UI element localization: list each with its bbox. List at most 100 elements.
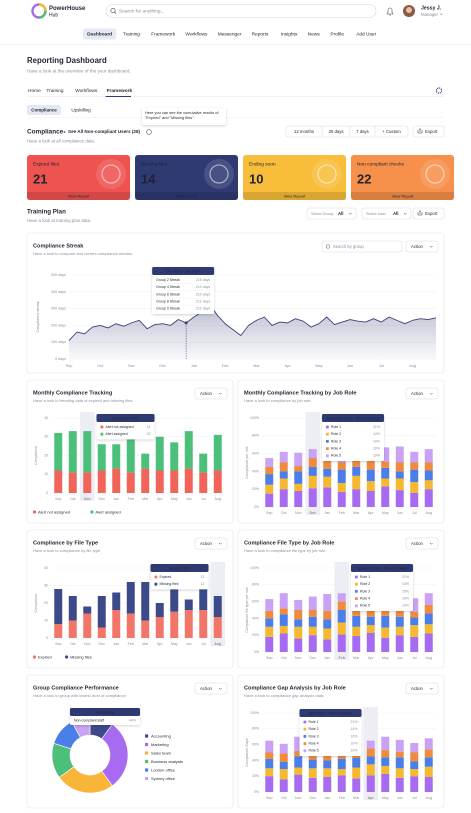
- export-label[interactable]: Export: [425, 211, 438, 216]
- select-box[interactable]: [361, 207, 412, 220]
- action-button[interactable]: [405, 682, 439, 695]
- x-tick-label: Oct: [281, 511, 287, 515]
- bar-segment: [337, 482, 346, 492]
- action-button[interactable]: [405, 387, 439, 400]
- bar-segment: [323, 760, 332, 769]
- avatar-face: [406, 7, 412, 13]
- bar-segment: [265, 466, 274, 475]
- bar-segment: [308, 777, 317, 792]
- bar-segment: [381, 637, 390, 652]
- export-button[interactable]: [412, 207, 445, 220]
- x-tick-label: Aug: [426, 511, 432, 515]
- action-button[interactable]: [405, 240, 439, 253]
- tab[interactable]: Framework: [107, 88, 133, 94]
- bar-segment: [68, 620, 77, 638]
- stat-card[interactable]: [135, 155, 238, 200]
- range-option[interactable]: + Custom: [382, 129, 401, 134]
- action-label[interactable]: Action: [411, 686, 424, 691]
- chevron: [439, 13, 443, 16]
- action-label[interactable]: Action: [411, 391, 424, 396]
- y-tick-label: 100%: [250, 711, 259, 715]
- action-label[interactable]: Action: [411, 541, 424, 546]
- export-button[interactable]: [412, 125, 445, 138]
- user-name[interactable]: Jessy J.: [421, 5, 442, 11]
- select-value[interactable]: All: [393, 211, 399, 216]
- tooltip-row-value: 14%: [350, 727, 357, 731]
- action-label[interactable]: Action: [411, 244, 424, 249]
- range-option[interactable]: 7 days: [356, 129, 369, 134]
- action-label[interactable]: Action: [200, 391, 213, 396]
- y-tick-label: 40: [44, 566, 48, 570]
- tab[interactable]: Workflows: [75, 88, 98, 94]
- y-tick-label: 20: [44, 453, 48, 457]
- tab[interactable]: Home: [28, 88, 41, 94]
- tooltip-row-label: Role 5: [331, 454, 341, 458]
- tooltip-swatch: [100, 432, 104, 436]
- stat-card[interactable]: [243, 155, 346, 200]
- chart-title: Group Compliance Performance: [33, 685, 119, 691]
- action-button[interactable]: [194, 537, 228, 550]
- search-box[interactable]: [105, 4, 377, 18]
- bar-segment: [424, 470, 433, 481]
- pill[interactable]: Upskilling: [71, 107, 91, 112]
- nav-item[interactable]: Messenger: [218, 31, 242, 37]
- stat-card[interactable]: [351, 155, 454, 200]
- bar-segment: [395, 462, 404, 472]
- stat-card-label: Expired files: [33, 161, 60, 167]
- select-value[interactable]: All: [338, 211, 344, 216]
- bar-segment: [395, 635, 404, 652]
- range-option[interactable]: 12 months: [294, 129, 314, 134]
- tab[interactable]: Training: [46, 88, 63, 94]
- view-report-link[interactable]: View Report: [284, 193, 307, 198]
- nav-item[interactable]: Profile: [330, 31, 344, 37]
- action-label[interactable]: Action: [200, 541, 213, 546]
- nav-item[interactable]: Framework: [151, 31, 176, 37]
- bell-icon[interactable]: [386, 7, 394, 16]
- bar-segment: [410, 743, 419, 753]
- x-tick-label: Jan: [324, 511, 330, 515]
- view-report-link[interactable]: View Report: [68, 193, 91, 198]
- bar-segment: [213, 470, 222, 493]
- help-tooltip: [142, 108, 226, 125]
- y-tick-label: 30: [44, 583, 48, 587]
- nav-item[interactable]: Dashboard: [87, 31, 112, 37]
- view-report-link[interactable]: View Report: [176, 193, 199, 198]
- pill[interactable]: Compliance: [31, 107, 57, 112]
- nav-item[interactable]: Reports: [252, 31, 269, 37]
- bar-segment: [199, 453, 208, 473]
- x-tick-label: Dec: [310, 656, 317, 660]
- nav-item[interactable]: Workflows: [185, 31, 208, 37]
- section-title: Training Plan: [27, 209, 66, 216]
- settings-icon[interactable]: [435, 87, 443, 94]
- nav-item[interactable]: News: [308, 31, 321, 37]
- nav-item[interactable]: Training: [123, 31, 140, 37]
- action-button[interactable]: [194, 387, 228, 400]
- non-compliant-link[interactable]: See All Non-compliant Users (28): [68, 129, 141, 134]
- range-option[interactable]: 30 days: [328, 129, 343, 134]
- chart-subtitle: Have a look to compliance file type by j…: [244, 548, 327, 553]
- action-label[interactable]: Action: [200, 686, 213, 691]
- bar-segment: [424, 462, 433, 471]
- action-button[interactable]: [405, 537, 439, 550]
- stat-card[interactable]: [27, 155, 130, 200]
- export-icon: [417, 209, 423, 216]
- bar-segment: [294, 638, 303, 652]
- search-placeholder[interactable]: Search for anything...: [119, 8, 165, 14]
- bar-segment: [366, 756, 375, 765]
- tooltip-row-value: 44%: [129, 719, 136, 723]
- nav-item[interactable]: Insights: [281, 31, 298, 37]
- search-placeholder[interactable]: Search by group: [333, 244, 364, 249]
- bar-segment: [184, 599, 193, 610]
- view-report-link[interactable]: View Report: [392, 193, 415, 198]
- export-label[interactable]: Export: [425, 129, 438, 134]
- search-box[interactable]: [321, 240, 403, 253]
- nav-item[interactable]: Add User: [356, 31, 376, 37]
- stat-card-icon: [209, 164, 229, 184]
- bar-segment: [381, 750, 390, 758]
- action-button[interactable]: [194, 682, 228, 695]
- tooltip-row-label: Role 1: [309, 720, 319, 724]
- x-tick-label: Jun: [186, 497, 192, 501]
- info-icon[interactable]: [146, 129, 152, 135]
- bar-segment: [265, 493, 274, 507]
- select-box[interactable]: [306, 207, 357, 220]
